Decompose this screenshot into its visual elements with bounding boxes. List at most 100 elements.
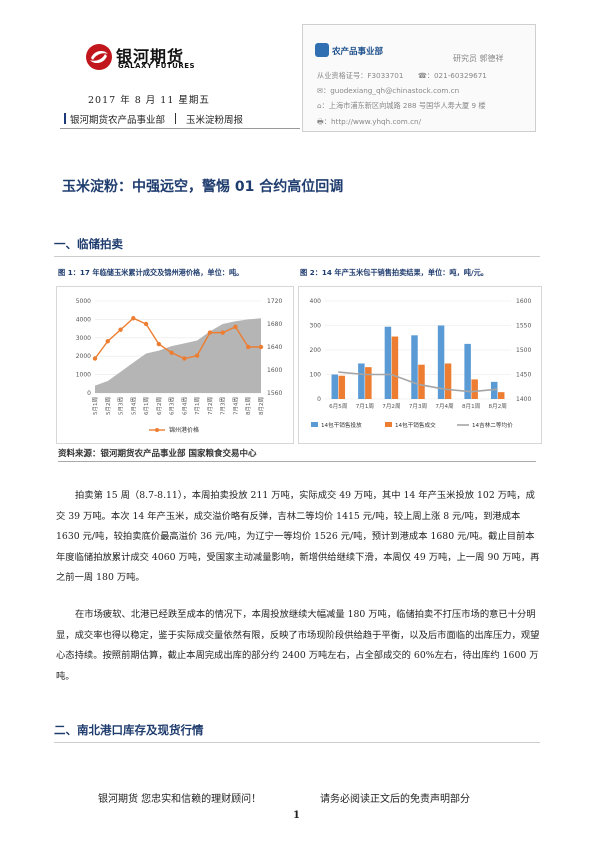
fig1-right-tick-label: 1720 (267, 298, 282, 305)
galaxy-futures-logo: 银河期货 GALAXY FUTURES (86, 44, 226, 72)
fig1-x-tick-label: 7月1周 (194, 397, 201, 415)
fig1-x-tick-label: 6月4周 (181, 397, 188, 415)
dept-tag: 银河期货农产品事业部 (70, 115, 166, 126)
fig2-x-tick-label: 7月2周 (382, 403, 400, 410)
fig2-legend-swatch-2 (385, 422, 392, 427)
fig1-left-tick-label: 1000 (76, 372, 91, 379)
fig1-price-point (143, 321, 149, 327)
fig1-right-tick-label: 1600 (267, 367, 282, 374)
fig1-price-point (220, 330, 225, 335)
fig2-x-tick-label: 7月4周 (435, 403, 453, 410)
header-divider (60, 128, 300, 129)
fig1-right-tick-label: 1640 (267, 344, 282, 351)
footer-disclaimer-note[interactable]: 请务必阅读正文后的免责声明部分 (320, 794, 470, 805)
fig1-legend-marker (155, 428, 159, 432)
fig1-price-line (94, 317, 261, 360)
fig1-x-tick-label: 8月1周 (245, 397, 252, 415)
fig1-legend-label: 锦州港价格 (169, 426, 199, 434)
dept-logo: 农产品事业部 (315, 39, 411, 57)
report-title: 玉米淀粉：中强远空，警惕 01 合约高位回调 (62, 179, 344, 195)
fig2-right-tick-label: 1600 (516, 298, 531, 305)
section-2-divider (54, 742, 540, 743)
section-1-divider (54, 256, 540, 257)
section-heading-2: 二、南北港口库存及现货行情 (54, 723, 204, 737)
fig1-price-point (131, 316, 136, 321)
figure-2-chart: 0 100 200 300 400 1400 1450 1500 1550 1600 6月5周 7月1… (310, 298, 532, 429)
fig2-left-tick-label: 100 (310, 372, 322, 379)
address-line: ⌂：上海市浦东新区向城路 288 号国华人寿大厦 9 楼 (317, 101, 486, 110)
fig1-price-point (258, 344, 264, 350)
tag-separator (175, 113, 177, 124)
fig2-x-tick-label: 7月3周 (409, 403, 427, 410)
fig1-price-point (246, 344, 251, 350)
fig1-left-tick-label: 2000 (76, 353, 91, 360)
fig2-right-tick-label: 1450 (516, 372, 531, 379)
fig2-bar-series-2 (418, 364, 425, 399)
fig2-legend-label-2: 14包干销售成交 (395, 421, 436, 429)
fig1-price-point (105, 339, 110, 344)
fig1-price-point (207, 330, 213, 335)
fig2-bar-series-1 (331, 374, 339, 399)
fig1-price-point (194, 353, 200, 358)
tag-accent-bar (64, 113, 66, 124)
figure-1-frame: 0 1000 2000 3000 4000 5000 1560 1600 1640 1680 172… (56, 286, 294, 444)
fig2-legend-label-1: 14包干销售投放 (321, 421, 362, 429)
fig1-x-tick-label: 6月2周 (156, 397, 163, 415)
fig2-x-tick-label: 8月2周 (489, 403, 507, 410)
fig1-price-point (118, 327, 123, 332)
fig1-right-tick-label: 1680 (267, 321, 282, 328)
fig2-bar-series-2 (444, 363, 452, 399)
fig2-x-tick-label: 7月1周 (356, 403, 374, 410)
figure-1-caption: 图 1：17 年临储玉米累计成交及锦州港价格，单位：吨。 (58, 268, 244, 277)
fig2-legend-label-3: 14吉林二等均价 (472, 421, 513, 429)
fig1-price-point (182, 356, 187, 361)
fig2-bar-series-2 (365, 367, 372, 399)
section-heading-1: 一、临储拍卖 (54, 237, 123, 251)
analyst-name: 研究员 郭德祥 (453, 54, 504, 63)
email-line[interactable]: ✉：guodexiang_qh@chinastock.com.cn (317, 86, 460, 95)
fig2-x-tick-label: 8月1周 (462, 403, 480, 410)
report-type-tag: 玉米淀粉周报 (186, 115, 244, 126)
fig2-legend-swatch-1 (311, 422, 318, 427)
fig2-bar-series-1 (358, 363, 365, 399)
fig1-left-tick-label: 0 (87, 390, 91, 397)
footer-slogan: 银河期货 您忠实和信赖的理财顾问！ (98, 794, 262, 805)
fig1-x-tick-label: 7月3周 (220, 397, 227, 415)
page-number: 1 (293, 810, 300, 821)
fig1-x-tick-label: 7月4周 (232, 397, 239, 415)
fig2-price-line (338, 371, 498, 393)
fig1-x-tick-label: 5月3周 (118, 397, 125, 415)
fig1-left-tick-label: 4000 (76, 316, 91, 323)
fig1-price-point (156, 341, 162, 347)
paragraph-1: 拍卖第 15 周（8.7-8.11），本周拍卖投放 211 万吨，实际成交 49… (56, 490, 540, 583)
report-date: 2017 年 8 月 11 星期五 (88, 95, 210, 106)
paragraph-2: 在市场疲软、北港已经跌至成本的情况下，本周投放继续大幅减量 180 万吨，临储拍… (56, 609, 540, 682)
fig2-x-tick-label: 6月5周 (329, 403, 347, 410)
fig2-bar-series-1 (464, 343, 471, 399)
galaxy-logo-icon (86, 44, 112, 70)
license-phone-line: 从业资格证号：F3033701 ☎：021-60329671 (317, 71, 487, 80)
fig1-x-tick-label: 5月2周 (105, 397, 112, 415)
fig2-left-tick-label: 200 (310, 347, 322, 354)
fig2-left-tick-label: 400 (310, 298, 322, 305)
fig2-left-tick-label: 300 (310, 323, 322, 330)
website-line[interactable]: 🖶：http://www.yhqh.com.cn/ (317, 117, 422, 126)
source-divider (58, 461, 536, 462)
contact-box: 农产品事业部 研究员 郭德祥 从业资格证号：F3033701 ☎：021-603… (302, 24, 536, 132)
fig2-bar-series-1 (384, 326, 392, 399)
fig2-bar-series-1 (437, 325, 445, 399)
fig2-bar-series-1 (490, 381, 498, 399)
fig1-x-tick-label: 5月4周 (130, 397, 137, 415)
fig1-left-tick-label: 3000 (76, 335, 91, 342)
fig1-x-tick-label: 5月1周 (92, 397, 99, 415)
fig1-x-tick-label: 8月2周 (258, 397, 265, 415)
dept-logo-icon (315, 43, 329, 57)
fig1-x-tick-label: 7月2周 (207, 397, 214, 415)
fig1-price-point (169, 350, 174, 355)
fig1-price-point (233, 324, 238, 330)
fig1-x-tick-label: 6月3周 (169, 397, 176, 415)
report-tags: 银河期货农产品事业部 玉米淀粉周报 (64, 112, 243, 126)
fig1-left-tick-label: 5000 (76, 298, 91, 305)
fig2-right-tick-label: 1550 (516, 323, 531, 330)
data-source: 资料来源：银河期货农产品事业部 国家粮食交易中心 (58, 449, 257, 459)
